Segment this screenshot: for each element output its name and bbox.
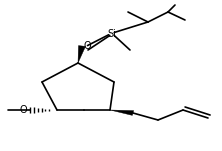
Polygon shape — [78, 46, 85, 63]
Text: Si: Si — [108, 29, 116, 39]
Text: O: O — [83, 41, 91, 51]
Polygon shape — [110, 110, 134, 115]
Text: O: O — [20, 105, 27, 115]
